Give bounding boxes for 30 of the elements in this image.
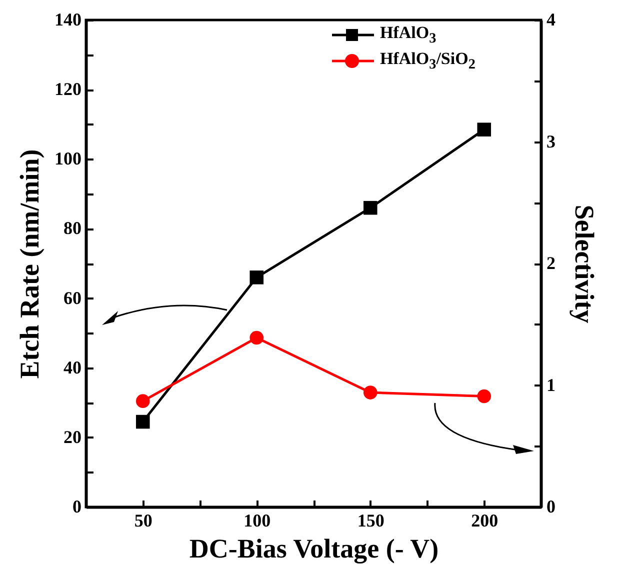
legend-label: HfAlO$_{3}$ xyxy=(380,22,436,48)
y-tick-label: 80 xyxy=(64,218,82,238)
legend-label: HfAlO$_{3}$/SiO$_{2}$ xyxy=(380,48,476,74)
x-tick-label: 50 xyxy=(134,510,152,530)
y-tick-label: 0 xyxy=(72,496,82,516)
y2-tick-label: 0 xyxy=(546,496,556,516)
point xyxy=(250,330,264,345)
y2-axis-title: Selectivity xyxy=(570,204,600,324)
x-tick-label: 200 xyxy=(471,510,498,530)
y-tick-label: 140 xyxy=(54,10,82,30)
x-tick-label: 150 xyxy=(357,510,384,530)
y2-tick-label: 1 xyxy=(546,374,556,395)
y-tick-label: 100 xyxy=(54,148,82,169)
y-tick-label: 40 xyxy=(64,357,82,378)
point xyxy=(136,414,150,429)
point xyxy=(363,386,378,400)
point xyxy=(363,200,378,215)
y2-tick-label: 2 xyxy=(546,253,556,273)
x-tick-label: 100 xyxy=(244,510,271,530)
y-axis-title: Etch Rate (nm/min) xyxy=(14,149,44,379)
point xyxy=(477,122,492,136)
y2-tick-label: 3 xyxy=(546,131,556,152)
y-tick-label: 20 xyxy=(64,426,82,447)
y2-tick-label: 4 xyxy=(546,10,556,30)
x-axis-title: DC-Bias Voltage (- V) xyxy=(189,534,439,564)
y-tick-label: 120 xyxy=(54,79,82,100)
point xyxy=(136,394,150,408)
point xyxy=(250,270,264,284)
point xyxy=(477,389,492,404)
y-tick-label: 60 xyxy=(64,288,82,308)
